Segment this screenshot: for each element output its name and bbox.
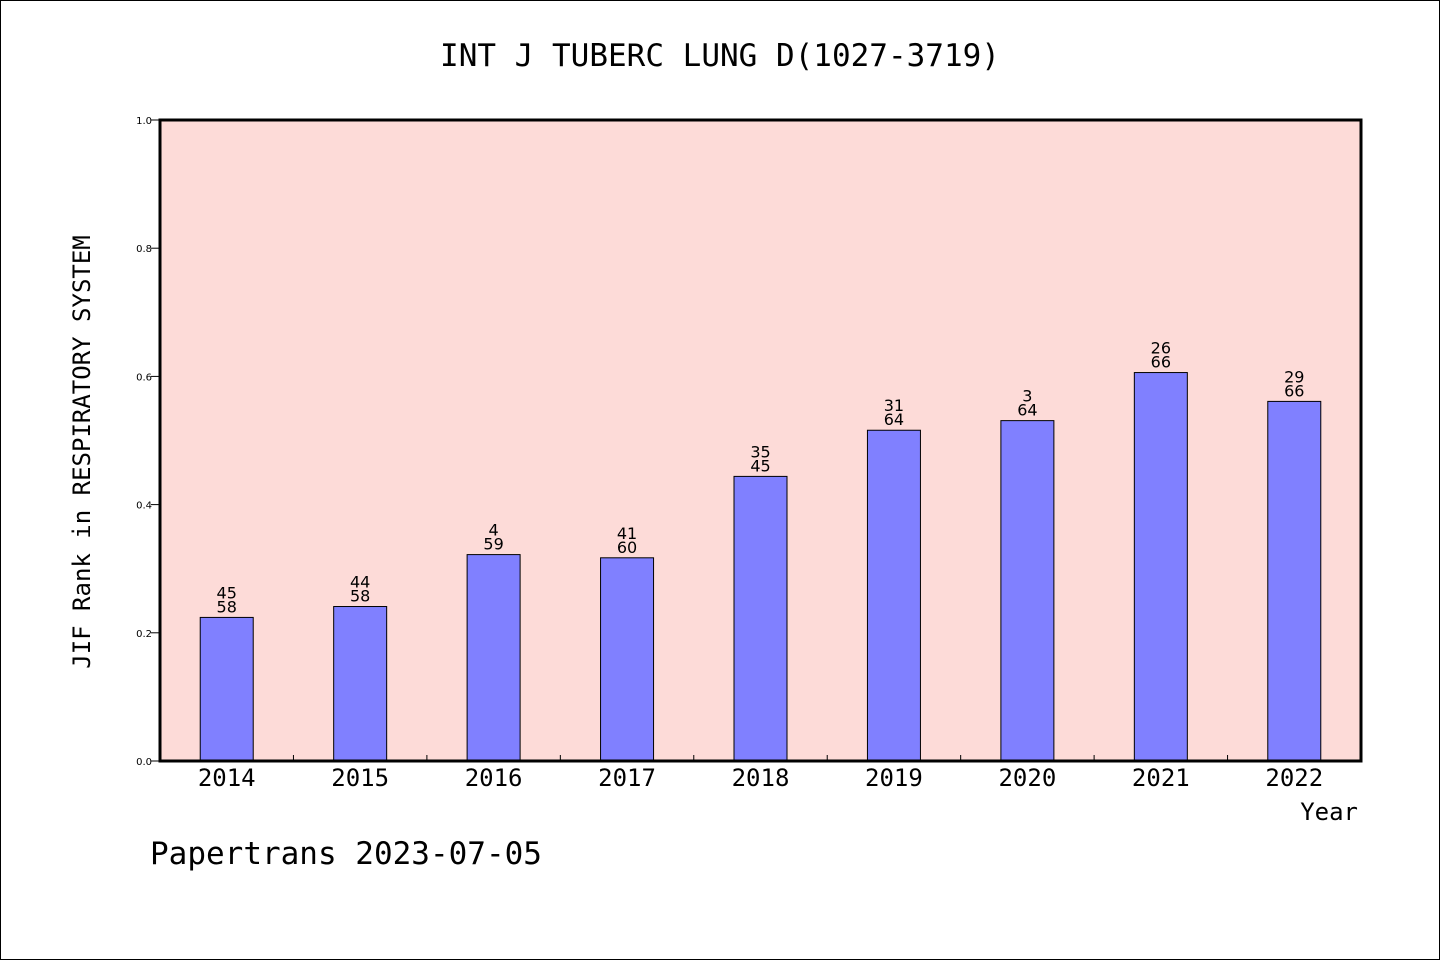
x-tick-label: 2014 [198, 764, 256, 792]
bar-label-rank: 44 [350, 573, 370, 592]
y-tick-label: 0.4 [136, 501, 152, 512]
x-tick-label: 2017 [598, 764, 656, 792]
bar [1000, 420, 1055, 762]
bar-label-total: 64 [1017, 401, 1037, 420]
y-tick-label: 0.6 [136, 372, 152, 383]
x-tick-label: 2015 [331, 764, 389, 792]
bar-label-rank: 45 [217, 583, 237, 602]
x-tick-label: 2016 [465, 764, 523, 792]
bar [333, 606, 388, 762]
bar [866, 429, 921, 762]
x-tick-label: 2019 [865, 764, 923, 792]
bar-label-rank: 31 [884, 396, 904, 415]
bar-label-total: 64 [884, 410, 904, 429]
chart-title: INT J TUBERC LUNG D(1027-3719) [440, 38, 1000, 74]
bar [199, 616, 254, 762]
x-tick-label: 2020 [998, 764, 1056, 792]
bar-label-total: 66 [1151, 353, 1171, 372]
bar-label-rank: 26 [1151, 339, 1171, 358]
bar-label-total: 58 [350, 587, 370, 606]
bar-label-total: 60 [617, 538, 637, 557]
bar-label-total: 45 [750, 456, 770, 475]
y-tick-label: 1.0 [136, 116, 152, 127]
y-tick-label: 0.8 [136, 244, 152, 255]
bar [1267, 400, 1322, 762]
bar [600, 557, 655, 762]
x-tick-label: 2022 [1265, 764, 1323, 792]
bar-label-rank: 3 [1022, 387, 1032, 406]
y-axis-label: JIF Rank in RESPIRATORY SYSTEM [68, 235, 96, 668]
bar [466, 554, 521, 762]
bar [1133, 372, 1188, 762]
bar-label-rank: 4 [489, 521, 499, 540]
bar-label-total: 59 [483, 535, 503, 554]
x-axis-label: Year [1300, 798, 1358, 826]
x-tick-label: 2018 [732, 764, 790, 792]
x-tick-label: 2021 [1132, 764, 1190, 792]
y-tick-label: 0.0 [136, 757, 152, 768]
bar-label-total: 58 [217, 597, 237, 616]
footer-text: Papertrans 2023-07-05 [150, 836, 542, 872]
bar-label-rank: 41 [617, 524, 637, 543]
bar-label-total: 66 [1284, 381, 1304, 400]
plot-border [158, 118, 1363, 763]
y-tick-label: 0.2 [136, 629, 152, 640]
bar-label-rank: 29 [1284, 367, 1304, 386]
bar-label-rank: 35 [750, 442, 770, 461]
bar [733, 475, 788, 762]
